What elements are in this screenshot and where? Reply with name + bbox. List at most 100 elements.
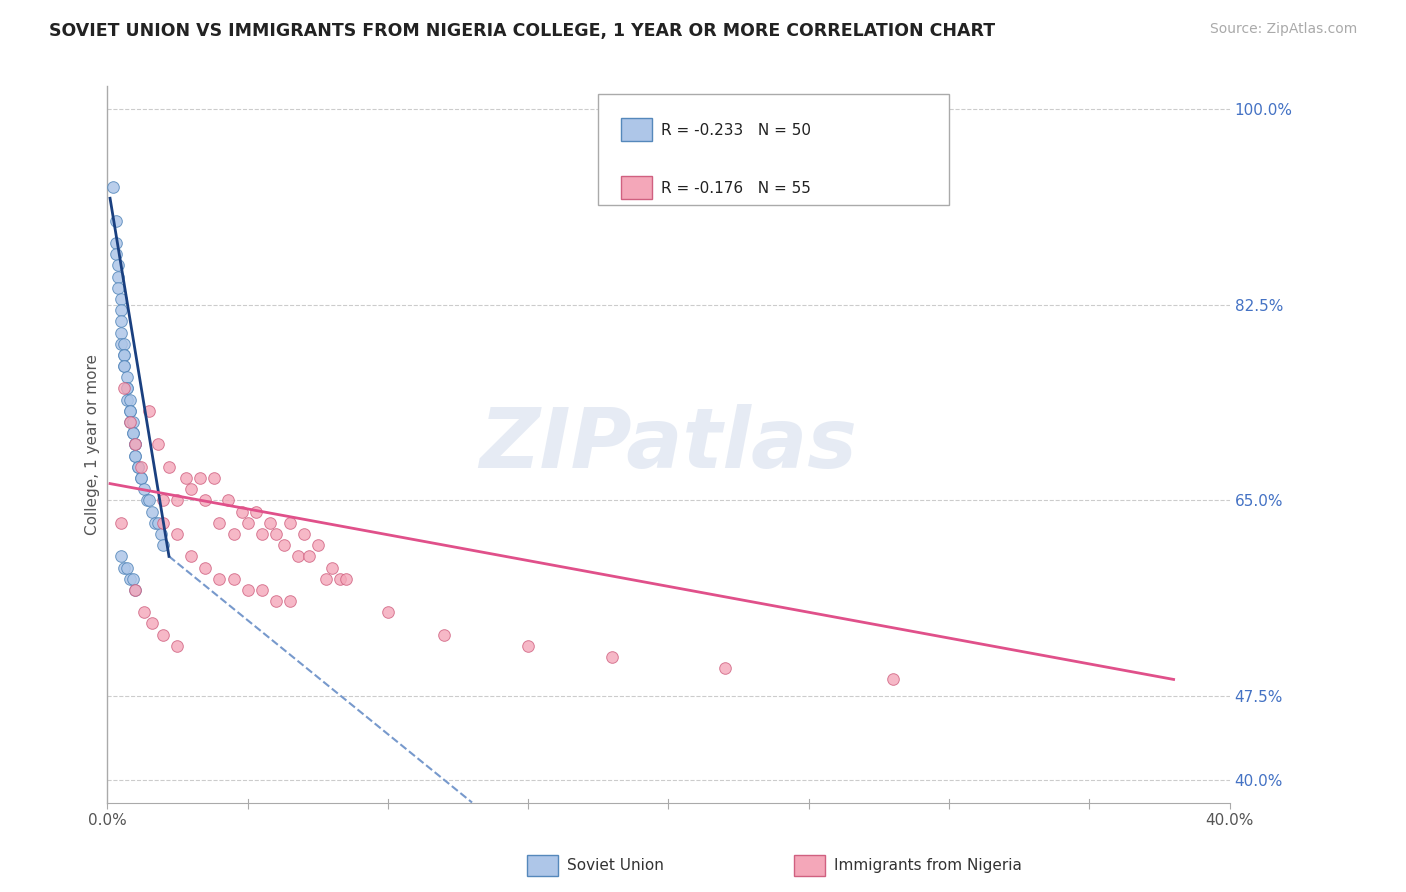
Point (115, 392, 138, 407)
Point (127, 459, 149, 474)
Point (110, 516, 132, 530)
Point (222, 572, 245, 586)
Point (129, 459, 152, 474)
Point (152, 493, 174, 508)
Point (110, 326, 132, 340)
Text: SOVIET UNION VS IMMIGRANTS FROM NIGERIA COLLEGE, 1 YEAR OR MORE CORRELATION CHAR: SOVIET UNION VS IMMIGRANTS FROM NIGERIA … (49, 22, 995, 40)
Point (146, 516, 169, 530)
Point (124, 582, 146, 597)
Point (107, 269, 129, 284)
Point (129, 471, 152, 485)
Point (146, 437, 169, 451)
Point (157, 459, 180, 474)
Point (118, 404, 141, 418)
Point (264, 594, 287, 608)
Point (101, 180, 124, 194)
Point (315, 572, 337, 586)
Point (149, 527, 172, 541)
Point (245, 505, 267, 519)
Point (112, 560, 135, 574)
Point (307, 538, 329, 552)
Point (194, 493, 217, 508)
Point (292, 527, 315, 541)
Point (107, 259, 129, 273)
Point (250, 527, 273, 541)
Point (118, 415, 141, 429)
Point (115, 560, 138, 574)
Point (517, 639, 540, 653)
Point (135, 493, 157, 508)
Point (433, 628, 456, 642)
Point (208, 516, 231, 530)
Y-axis label: College, 1 year or more: College, 1 year or more (86, 354, 100, 535)
Point (124, 437, 146, 451)
Point (188, 471, 211, 485)
Point (124, 449, 146, 463)
Point (118, 572, 141, 586)
Point (112, 348, 135, 362)
Point (110, 292, 132, 306)
Point (107, 281, 129, 295)
Text: ZIPatlas: ZIPatlas (479, 404, 858, 485)
Point (132, 482, 155, 496)
Point (166, 493, 188, 508)
Point (278, 594, 301, 608)
Point (222, 527, 245, 541)
Point (180, 549, 202, 564)
Point (110, 549, 132, 564)
Point (121, 572, 143, 586)
Point (124, 582, 146, 597)
Point (115, 382, 138, 396)
Point (141, 505, 163, 519)
Point (202, 471, 225, 485)
Point (321, 560, 343, 574)
Point (236, 516, 259, 530)
Text: Source: ZipAtlas.com: Source: ZipAtlas.com (1209, 22, 1357, 37)
Point (287, 549, 309, 564)
Point (129, 471, 152, 485)
Point (152, 628, 174, 642)
Point (115, 370, 138, 384)
Point (882, 673, 904, 687)
Point (335, 572, 357, 586)
Point (121, 426, 143, 441)
Point (174, 471, 197, 485)
Point (124, 437, 146, 451)
Point (121, 415, 143, 429)
Point (273, 538, 295, 552)
Point (166, 527, 188, 541)
Point (124, 449, 146, 463)
Point (132, 605, 155, 619)
Point (112, 382, 135, 396)
Point (152, 516, 174, 530)
Point (217, 493, 239, 508)
Text: R = -0.176   N = 55: R = -0.176 N = 55 (661, 181, 811, 195)
Point (143, 516, 166, 530)
Point (112, 348, 135, 362)
Point (166, 639, 188, 653)
Point (118, 392, 141, 407)
Point (115, 382, 138, 396)
Text: R = -0.233   N = 50: R = -0.233 N = 50 (661, 123, 811, 137)
Point (259, 516, 281, 530)
Point (152, 538, 174, 552)
Point (138, 493, 160, 508)
Point (121, 426, 143, 441)
Point (194, 560, 217, 574)
Point (329, 572, 352, 586)
Point (104, 247, 127, 261)
Point (138, 404, 160, 418)
Point (104, 213, 127, 227)
Point (298, 549, 321, 564)
Text: Soviet Union: Soviet Union (567, 858, 664, 872)
Point (264, 527, 287, 541)
Point (602, 650, 624, 665)
Point (713, 661, 735, 675)
Point (118, 404, 141, 418)
Point (180, 482, 202, 496)
Point (112, 359, 135, 373)
Point (124, 437, 146, 451)
Point (112, 359, 135, 373)
Point (278, 516, 301, 530)
Text: Immigrants from Nigeria: Immigrants from Nigeria (834, 858, 1022, 872)
